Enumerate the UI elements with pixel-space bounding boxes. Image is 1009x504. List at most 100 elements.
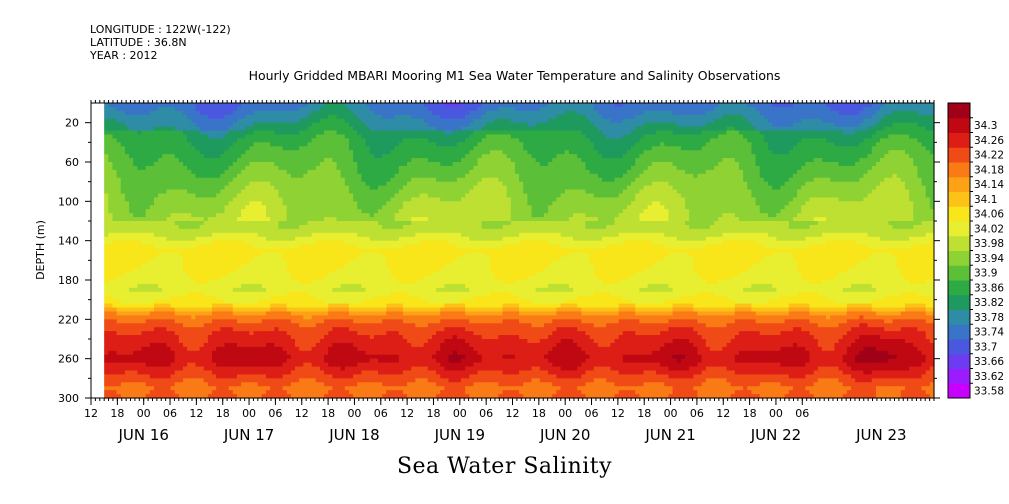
heatmap-cell [286,201,292,206]
heatmap-cell [158,217,163,222]
heatmap-cell [183,165,188,171]
heatmap-cell [353,346,358,352]
heatmap-cell [137,390,143,395]
heatmap-cell [303,362,309,368]
heatmap-cell [328,236,333,242]
heatmap-cell [299,224,304,230]
heatmap-cell [315,323,321,328]
heatmap-cell [278,382,284,387]
heatmap-cell [207,287,213,293]
heatmap-cell [216,162,221,167]
heatmap-cell [282,346,288,352]
heatmap-cell [104,110,109,116]
heatmap-cell [108,244,114,250]
heatmap-cell [120,114,126,120]
heatmap-cell [249,295,255,301]
heatmap-cell [257,378,263,383]
heatmap-cell [145,283,151,289]
heatmap-cell [207,150,213,155]
heatmap-cell [183,217,188,222]
heatmap-cell [369,201,375,206]
heatmap-cell [212,331,217,336]
heatmap-cell [124,205,130,210]
heatmap-cell [220,114,226,120]
heatmap-cell [178,252,184,257]
heatmap-cell [299,209,304,214]
heatmap-cell [282,189,288,195]
heatmap-cell [274,130,280,136]
heatmap-cell [153,169,159,175]
heatmap-cell [295,303,300,309]
heatmap-cell [158,370,163,375]
heatmap-cell [270,122,275,128]
heatmap-cell [253,217,259,222]
heatmap-cell [336,130,342,136]
heatmap-cell [236,110,242,116]
heatmap-cell [141,327,147,332]
heatmap-cell [195,303,201,309]
heatmap-cell [361,154,367,159]
heatmap-cell [112,217,118,222]
heatmap-cell [120,268,126,273]
heatmap-cell [149,342,155,348]
heatmap-cell [295,370,300,375]
heatmap-cell [336,362,342,368]
heatmap-cell [270,228,275,234]
heatmap-cell [162,323,168,328]
heatmap-cell [274,382,280,387]
heatmap-cell [274,189,280,195]
heatmap-cell [265,299,271,305]
heatmap-cell [361,370,367,375]
heatmap-cell [328,354,333,360]
heatmap-cell [216,213,221,218]
heatmap-cell [212,327,217,332]
heatmap-cell [141,307,147,313]
heatmap-cell [216,346,221,352]
heatmap-cell [319,276,325,281]
heatmap-cell [174,236,180,242]
heatmap-cell [199,185,205,191]
heatmap-cell [270,217,275,222]
heatmap-cell [224,256,230,261]
heatmap-cell [373,276,379,281]
heatmap-cell [232,248,238,254]
heatmap-cell [187,350,192,356]
heatmap-cell [195,252,201,257]
heatmap-cell [315,169,321,175]
heatmap-cell [178,221,184,226]
heatmap-cell [303,260,309,265]
heatmap-cell [299,342,304,348]
heatmap-cell [124,291,130,297]
heatmap-cell [373,118,379,124]
heatmap-cell [353,244,358,250]
heatmap-cell [183,221,188,226]
heatmap-cell [166,228,172,234]
heatmap-cell [307,346,313,352]
heatmap-cell [137,213,143,218]
heatmap-cell [212,272,217,277]
heatmap-cell [348,342,354,348]
heatmap-cell [282,228,288,234]
heatmap-cell [162,173,168,179]
heatmap-cell [170,374,176,379]
heatmap-cell [224,378,230,383]
heatmap-cell [170,134,176,139]
heatmap-cell [170,181,176,187]
heatmap-cell [361,382,367,387]
heatmap-cell [116,291,122,297]
heatmap-cell [170,346,176,352]
heatmap-cell [174,181,180,187]
heatmap-cell [365,331,371,336]
heatmap-cell [120,287,126,293]
heatmap-cell [241,150,246,155]
heatmap-cell [212,260,217,265]
heatmap-cell [216,362,221,368]
heatmap-cell [378,272,383,277]
heatmap-cell [357,319,363,324]
heatmap-cell [187,276,192,281]
heatmap-cell [344,118,350,124]
heatmap-cell [232,346,238,352]
heatmap-cell [178,209,184,214]
heatmap-cell [265,283,271,289]
heatmap-cell [187,146,192,151]
